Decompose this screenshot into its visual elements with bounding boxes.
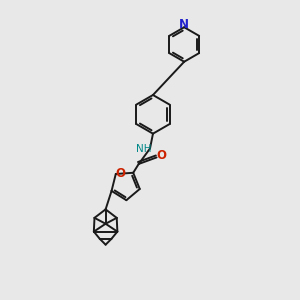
Text: O: O bbox=[157, 149, 166, 162]
Text: NH: NH bbox=[136, 143, 151, 154]
Text: O: O bbox=[116, 167, 126, 181]
Text: N: N bbox=[179, 18, 189, 32]
